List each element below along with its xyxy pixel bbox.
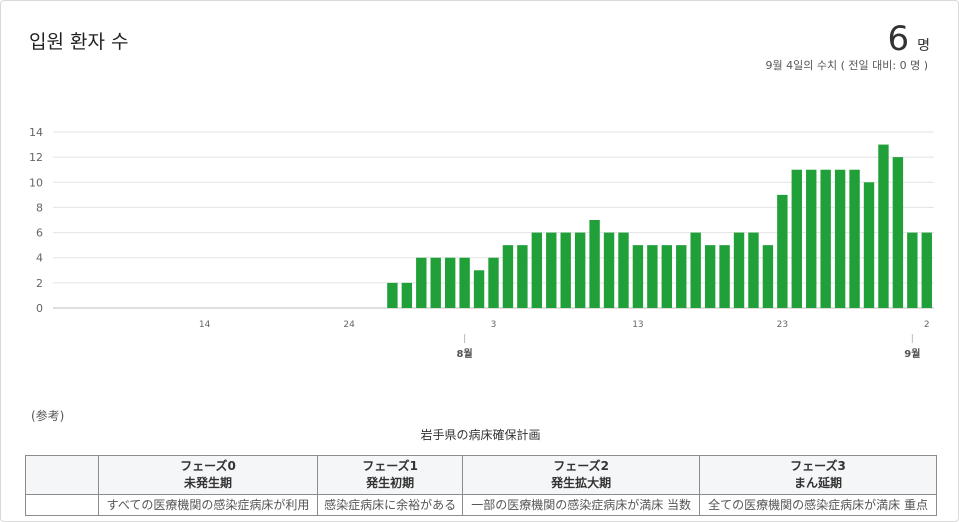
bed-plan-cell: 全ての医療機関の感染症病床が満床 重点 [699, 494, 937, 516]
phase0-name: 未発生期 [183, 476, 232, 490]
bar [473, 270, 485, 308]
bar [459, 257, 470, 308]
phase2-name: 発生拡大期 [551, 476, 612, 490]
card-title: 입원 환자 수 [29, 31, 129, 53]
bar [574, 232, 586, 308]
bar [517, 245, 528, 308]
bed-plan-header-phase0: フェーズ0 未発生期 [98, 455, 318, 495]
bed-plan-cell: すべての医療機関の感染症病床が利用 [98, 494, 318, 516]
bar [921, 232, 932, 308]
bar [878, 144, 889, 308]
bar [444, 257, 456, 308]
bar [849, 169, 860, 308]
bar [820, 169, 831, 308]
current-value-number: 6 [887, 19, 910, 59]
bar [676, 245, 687, 308]
bar [603, 232, 615, 308]
bar [834, 169, 846, 308]
bar [690, 232, 701, 308]
bed-plan-header-phase3: フェーズ3 まん延期 [699, 455, 937, 495]
bed-plan-header-row: フェーズ0 未発生期 フェーズ1 発生初期 フェーズ2 発生拡大期 フェーズ3 まん延期 [25, 455, 937, 495]
value-date-note: 9월 4일의 수치 ( 전일 대비: 0 명 ) [765, 59, 928, 72]
y-tick-label: 10 [29, 176, 43, 189]
bar [863, 182, 875, 308]
month-label: 9월 [904, 348, 920, 360]
bar [647, 245, 658, 308]
bed-plan-row: すべての医療機関の感染症病床が利用 感染症病床に余裕がある 一部の医療機関の感染… [25, 494, 937, 516]
x-tick-label: 23 [777, 320, 788, 330]
phase1-label: フェーズ1 [362, 459, 418, 473]
x-tick-label: 3 [491, 320, 497, 330]
bar [704, 245, 716, 308]
x-tick-label: 2 [924, 320, 930, 330]
current-value-unit: 명 [917, 38, 930, 54]
x-tick-label: 14 [199, 320, 211, 330]
bar [719, 245, 730, 308]
bar [748, 232, 759, 308]
bar [791, 169, 802, 308]
bar [733, 232, 745, 308]
bar [661, 245, 673, 308]
bed-plan-header-phase2: フェーズ2 発生拡大期 [462, 455, 701, 495]
x-tick-label: 13 [632, 320, 643, 330]
bed-plan-title: 岩手県の病床確保計画 [420, 428, 541, 442]
bar [589, 220, 600, 308]
bar [892, 157, 904, 308]
phase3-name: まん延期 [794, 476, 843, 490]
bar [907, 232, 918, 308]
y-tick-label: 14 [29, 126, 43, 139]
y-tick-label: 6 [36, 227, 43, 240]
bar [387, 282, 398, 308]
phase3-label: フェーズ3 [790, 459, 846, 473]
bar [488, 257, 499, 308]
bar [632, 245, 644, 308]
bed-plan-cell: 感染症病床に余裕がある [316, 494, 464, 516]
y-tick-label: 12 [29, 151, 43, 164]
bar [560, 232, 571, 308]
y-tick-label: 4 [36, 252, 43, 265]
bar [430, 257, 441, 308]
bar [401, 282, 413, 308]
bar [416, 257, 427, 308]
bed-plan-header-phase1: フェーズ1 発生初期 [316, 455, 464, 495]
bed-plan-table: フェーズ0 未発生期 フェーズ1 発生初期 フェーズ2 発生拡大期 フェーズ3 まん延期… [25, 455, 937, 516]
y-tick-label: 8 [36, 201, 43, 214]
bed-plan-cell [25, 494, 99, 516]
bar [618, 232, 629, 308]
x-tick-label: 24 [343, 320, 355, 330]
bar [762, 245, 774, 308]
bar [777, 194, 788, 308]
phase2-label: フェーズ2 [553, 459, 609, 473]
phase0-label: フェーズ0 [180, 459, 236, 473]
bar [546, 232, 557, 308]
y-tick-label: 0 [36, 302, 43, 315]
reference-label: (参考) [31, 409, 65, 423]
bed-plan-cell: 一部の医療機関の感染症病床が満床 当数 [462, 494, 701, 516]
bar [502, 245, 514, 308]
y-tick-label: 2 [36, 277, 43, 290]
bed-plan-header-blank [25, 455, 99, 495]
bar [531, 232, 543, 308]
bar [806, 169, 817, 308]
phase1-name: 発生初期 [366, 476, 415, 490]
month-label: 8월 [457, 348, 473, 360]
